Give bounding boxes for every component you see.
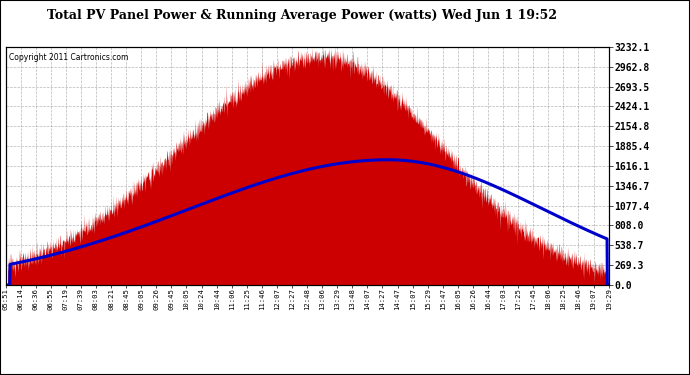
Text: Total PV Panel Power & Running Average Power (watts) Wed Jun 1 19:52: Total PV Panel Power & Running Average P…: [47, 9, 558, 22]
Text: Copyright 2011 Cartronics.com: Copyright 2011 Cartronics.com: [8, 53, 128, 62]
